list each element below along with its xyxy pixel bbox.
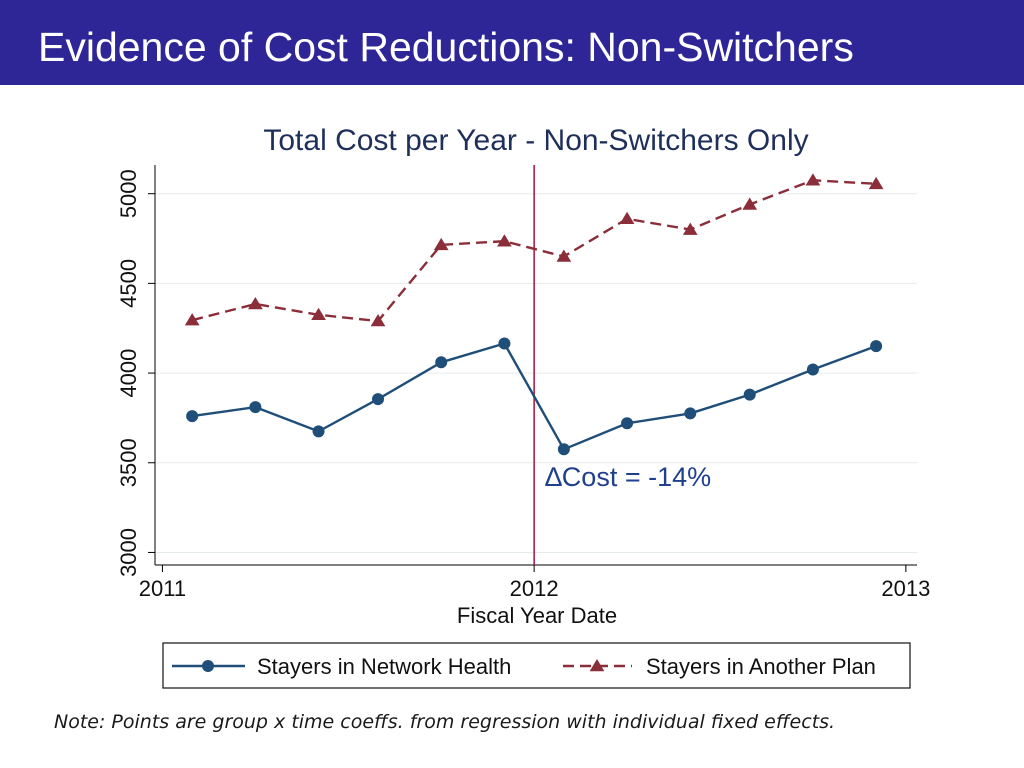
data-point-another-plan: [556, 249, 572, 262]
cost-change-annotation: ∆Cost = -14%: [545, 462, 711, 492]
legend-box: [162, 642, 911, 689]
y-tick-label: 4500: [116, 259, 141, 308]
data-point-network-health: [743, 388, 756, 401]
title-bar: Evidence of Cost Reductions: Non-Switche…: [0, 0, 1024, 85]
data-point-another-plan: [619, 211, 635, 225]
data-point-another-plan: [742, 197, 758, 210]
slide-title: Evidence of Cost Reductions: Non-Switche…: [38, 24, 854, 70]
data-point-network-health: [435, 356, 448, 369]
legend-marker-network-health: [202, 660, 214, 672]
data-point-another-plan: [311, 307, 326, 321]
chart-title: Total Cost per Year - Non-Switchers Only: [263, 124, 808, 157]
data-point-network-health: [684, 407, 697, 420]
data-point-network-health: [621, 417, 634, 430]
data-point-another-plan: [248, 297, 263, 310]
legend-marker-another-plan: [589, 659, 605, 672]
data-point-network-health: [870, 340, 883, 353]
y-tick-label: 3000: [116, 528, 141, 577]
y-tick-label: 5000: [116, 169, 141, 218]
footnote: Note: Points are group x time coeffs. fr…: [54, 711, 836, 733]
series-line-another-plan: [191, 179, 877, 323]
data-point-another-plan: [682, 222, 698, 235]
data-point-network-health: [498, 337, 511, 350]
y-tick-label: 3500: [116, 438, 141, 487]
legend-label-another-plan: Stayers in Another Plan: [646, 654, 876, 679]
x-tick-label: 2013: [881, 576, 930, 601]
data-point-another-plan: [370, 314, 386, 327]
data-point-network-health: [249, 401, 262, 414]
x-axis-label: Fiscal Year Date: [457, 603, 617, 628]
data-point-another-plan: [433, 237, 449, 251]
x-tick-label: 2012: [510, 576, 559, 601]
data-point-network-health: [557, 443, 570, 456]
legend-label-network-health: Stayers in Network Health: [257, 654, 511, 679]
x-tick-label: 2011: [139, 576, 186, 601]
data-point-network-health: [806, 363, 819, 376]
series-line-network-health: [192, 342, 877, 451]
data-point-network-health: [372, 393, 385, 406]
data-point-network-health: [312, 425, 325, 438]
data-point-another-plan: [805, 173, 821, 186]
data-point-another-plan: [868, 176, 884, 190]
data-point-another-plan: [497, 234, 512, 247]
y-tick-label: 4000: [116, 349, 141, 398]
data-point-another-plan: [184, 313, 200, 326]
data-point-network-health: [186, 410, 199, 423]
